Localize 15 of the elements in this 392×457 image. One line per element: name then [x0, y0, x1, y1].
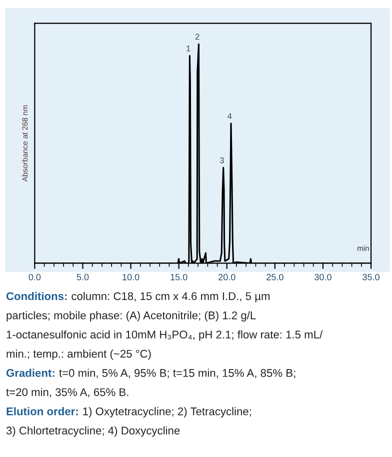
annotation: 3 [220, 157, 224, 164]
x-tick-label: 30.0 [314, 274, 332, 280]
x-tick-label: 15.0 [170, 274, 188, 280]
annotation: 2 [195, 34, 200, 40]
text: Gradient: t=0 min, 5% A, 95% B; t=15 min, 15% A, 85% B; t=20 min, 35% A, 65% B. [6, 368, 296, 398]
annotation: 4 [228, 113, 232, 119]
text: Conditions: column: C18, 15 cm x 4.6 mm I.D., 5 µm particles; mobile phase: (A) Acetonitrile; (B) 1.2 g/L 1-octanesulfonic acid in 10mM H₃PO₄, pH 2.1; flow rate: 1.5 mL/ min.; temp.: ambient (~25 °C) [6, 292, 323, 360]
x-tick-label: 35.0 [362, 274, 380, 280]
x-tick-label: 0.0 [28, 274, 41, 280]
annotation: 1 [186, 45, 190, 52]
x-tick-label: 25.0 [266, 274, 284, 280]
x-tick-label: 20.0 [218, 274, 236, 280]
text: Elution order: 1) Oxytetracycline; 2) Tetracycline; 3) Chlortetracycline; 4) Doxycycline [6, 407, 251, 437]
x-tick-label: 10.0 [122, 274, 140, 280]
x-tick-label: 5.0 [76, 274, 89, 280]
